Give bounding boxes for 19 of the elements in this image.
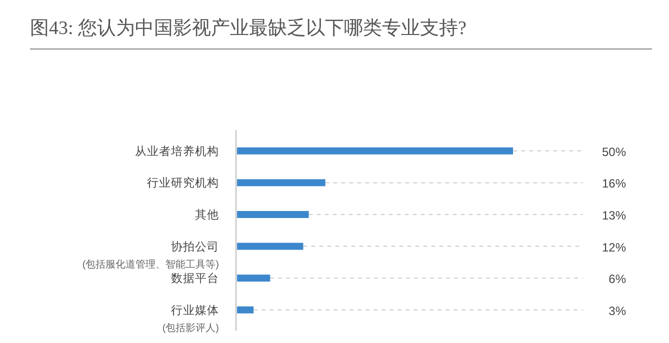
- y-tick-label: 协拍公司 (包括服化道管理、智能工具等): [82, 240, 219, 270]
- data-label: 13%: [602, 208, 626, 222]
- bar: [237, 274, 270, 282]
- data-label: 3%: [608, 304, 626, 318]
- y-tick-label: 行业媒体 (包括影评人): [162, 304, 219, 334]
- bar: [237, 306, 254, 314]
- y-tick-label: 其他: [195, 208, 219, 222]
- chart-title: 图43: 您认为中国影视产业最缺乏以下哪类专业支持?: [30, 18, 466, 39]
- y-tick-label: 行业研究机构: [147, 176, 219, 190]
- bar: [237, 242, 304, 250]
- data-label: 16%: [602, 176, 626, 191]
- y-tick-label: 从业者培养机构: [135, 144, 219, 158]
- bar: [237, 179, 326, 186]
- data-label: 12%: [602, 240, 626, 254]
- data-label: 6%: [608, 272, 626, 286]
- data-label: 50%: [602, 144, 626, 159]
- bar: [237, 211, 309, 218]
- y-tick-label: 数据平台: [171, 272, 219, 286]
- bar: [237, 147, 513, 154]
